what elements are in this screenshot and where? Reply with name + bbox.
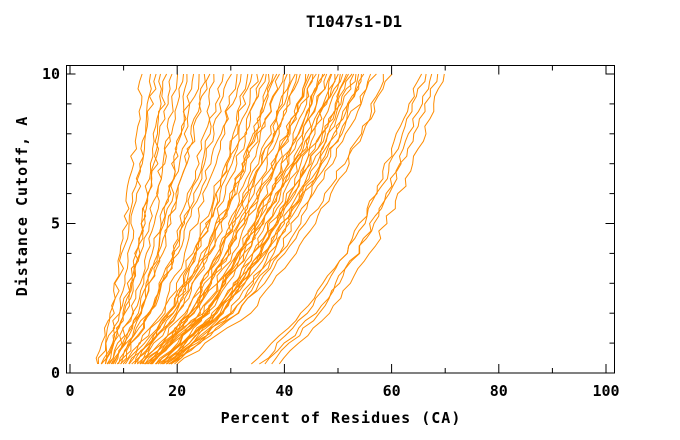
model-curve xyxy=(264,73,433,365)
model-curve xyxy=(124,73,253,365)
model-curve xyxy=(118,73,232,365)
model-curve xyxy=(169,73,377,365)
model-curve xyxy=(112,73,188,365)
x-tick-label: 60 xyxy=(383,382,401,400)
model-curve xyxy=(142,73,280,365)
model-curve xyxy=(101,73,152,365)
model-curve xyxy=(176,73,384,365)
y-axis-label: Distance Cutoff, A xyxy=(13,116,31,297)
x-axis-label: Percent of Residues (CA) xyxy=(221,409,462,427)
model-curve xyxy=(116,73,211,365)
model-curve xyxy=(97,73,143,365)
model-curve xyxy=(95,73,157,365)
model-curve xyxy=(120,73,242,365)
model-curve xyxy=(110,73,206,365)
axis-tick-labels: 0 20 40 60 80 100 0 5 10 xyxy=(42,65,620,400)
model-curve xyxy=(278,73,445,365)
model-curve xyxy=(139,73,291,365)
model-curve xyxy=(155,73,355,365)
x-tick-label: 0 xyxy=(65,382,74,400)
model-curve xyxy=(111,73,215,365)
x-tick-label: 80 xyxy=(490,382,508,400)
plot-frame xyxy=(66,65,615,374)
model-curves xyxy=(95,73,445,365)
model-curve xyxy=(170,73,393,365)
y-tick-label: 0 xyxy=(51,364,60,382)
x-tick-label: 20 xyxy=(168,382,186,400)
model-curve xyxy=(100,73,173,365)
model-curve xyxy=(271,73,439,365)
x-tick-label: 40 xyxy=(275,382,293,400)
model-curve xyxy=(157,73,344,365)
model-curve xyxy=(151,73,317,365)
model-curve xyxy=(250,73,423,365)
model-curve xyxy=(167,73,357,365)
x-tick-label: 100 xyxy=(592,382,619,400)
model-curve xyxy=(152,73,339,365)
model-curve xyxy=(128,73,265,365)
model-curve xyxy=(134,73,278,365)
model-curve xyxy=(107,73,195,365)
model-curve xyxy=(163,73,360,365)
model-curve xyxy=(137,73,267,365)
model-curve xyxy=(136,73,284,365)
y-tick-label: 10 xyxy=(42,65,60,83)
model-curve xyxy=(259,73,427,365)
model-curve xyxy=(105,73,184,365)
y-tick-label: 5 xyxy=(51,215,60,233)
axis-ticks xyxy=(66,65,615,374)
model-curve xyxy=(155,73,314,365)
model-curve xyxy=(144,73,312,365)
chart-title: T1047s1-D1 xyxy=(306,12,402,31)
model-curve xyxy=(151,73,301,365)
model-curve xyxy=(139,73,274,365)
